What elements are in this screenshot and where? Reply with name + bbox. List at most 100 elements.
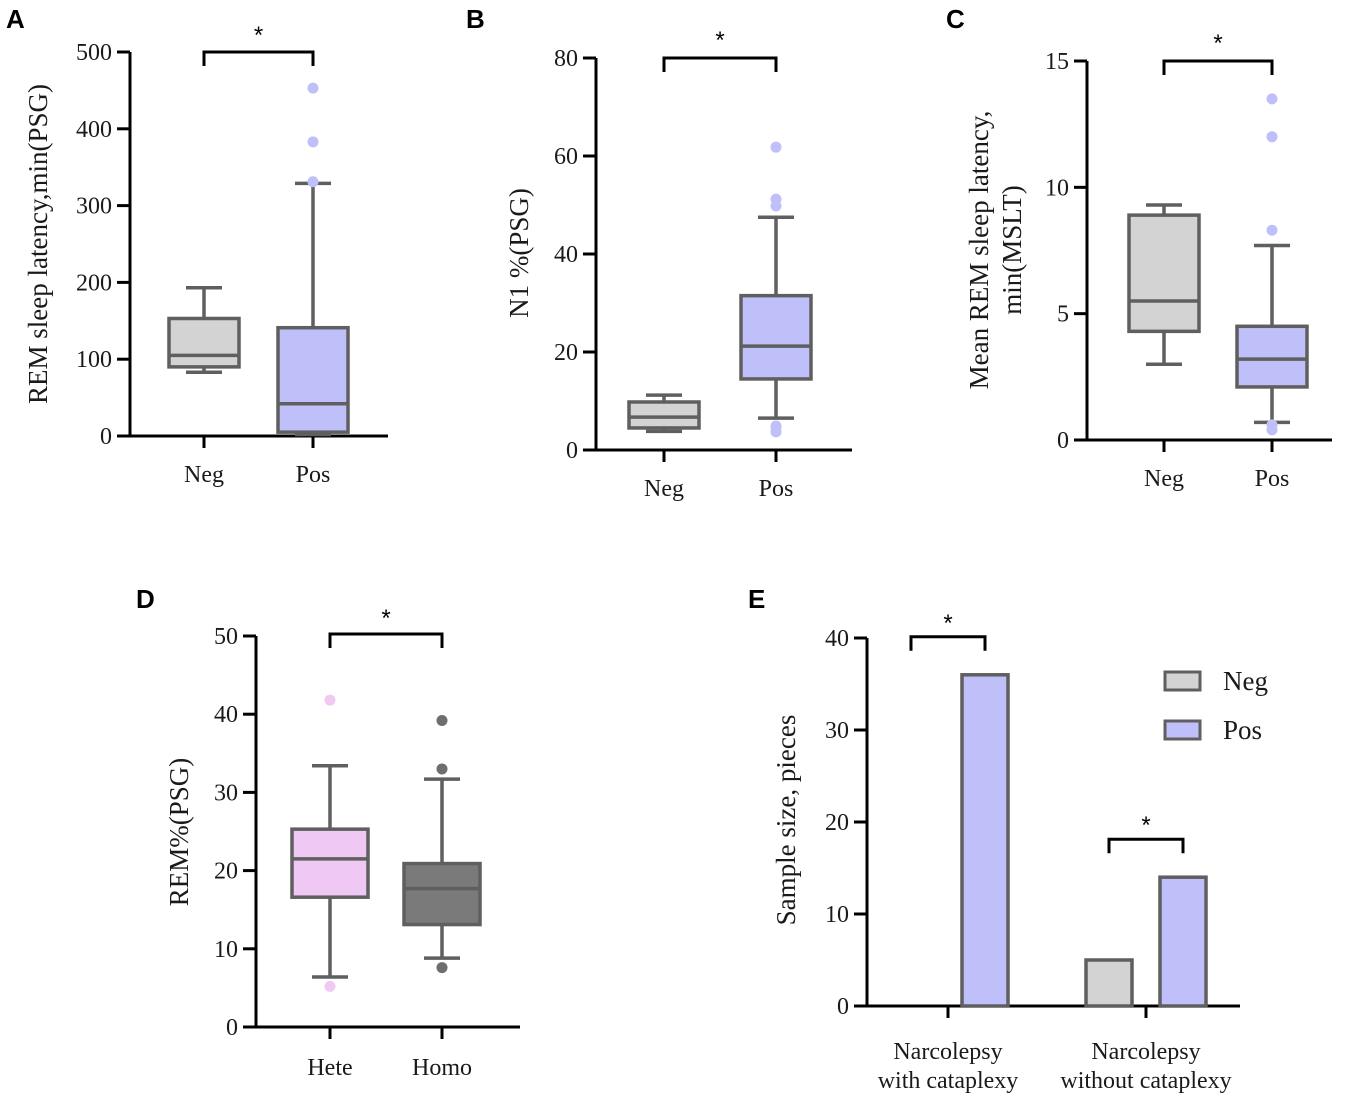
significance-bracket: [1107, 837, 1185, 854]
x-tick-label-line: Narcolepsy: [1091, 1039, 1200, 1065]
outlier-point: [307, 136, 319, 148]
significance-bracket: [328, 632, 444, 648]
panel-c: C 0 5 10 15 Mean REM sleep latency, min(MSLT) N…: [946, 4, 1332, 492]
box-iqr: [402, 861, 482, 927]
box-iqr: [290, 827, 370, 899]
y-axis-label: REM sleep latency,min(PSG): [23, 84, 53, 404]
legend-label: Neg: [1223, 666, 1268, 696]
significance-star: *: [381, 605, 390, 632]
x-tick-label: Narcolepsy without cataplexy: [1060, 1039, 1231, 1094]
box-hete: Hete: [290, 694, 370, 1081]
panel-b: B 0 20 40 60 80 N1 %(PSG) Neg Pos *: [466, 4, 852, 502]
outlier-point: [770, 141, 782, 153]
significance-bracket: [1162, 59, 1274, 75]
y-tick-label: 40: [554, 242, 578, 268]
x-tick-label: Neg: [1144, 466, 1184, 492]
panel-d: D 0 10 20 30 40 50 REM%(PSG) Hete Homo *: [136, 584, 520, 1081]
x-tick-label-line: without cataplexy: [1060, 1068, 1231, 1094]
x-tick-label-line: Narcolepsy: [893, 1039, 1002, 1065]
legend-label: Pos: [1223, 715, 1262, 745]
box-iqr: [1235, 324, 1309, 389]
panel-letter: C: [946, 4, 965, 34]
y-axis-label: Sample size, pieces: [771, 715, 801, 926]
y-tick-label: 15: [1045, 49, 1069, 75]
outlier-point: [324, 694, 336, 706]
x-tick-label: Neg: [184, 462, 224, 488]
panel-a: A 0 100 200 300 400 500 REM sleep latency,min(P…: [6, 4, 388, 488]
panel-letter: E: [748, 584, 765, 614]
y-axis-label: Mean REM sleep latency, min(MSLT): [964, 111, 1027, 390]
y-tick-label: 50: [214, 624, 238, 650]
y-tick-label: 60: [554, 144, 578, 170]
y-tick-label: 0: [1057, 428, 1069, 454]
y-tick-label: 0: [226, 1015, 238, 1041]
box-neg: Neg: [1127, 203, 1201, 492]
outlier-point: [324, 980, 336, 992]
panel-letter: B: [466, 4, 485, 34]
bar-pos: [960, 673, 1010, 1008]
box-neg: Neg: [627, 393, 701, 502]
outlier-point: [1266, 419, 1278, 431]
panel-e: E 0 10 20 30 40 Sample size, pieces Narcolepsy w…: [748, 584, 1268, 1094]
y-tick-label: 80: [554, 46, 578, 72]
box-iqr: [627, 400, 701, 430]
y-tick-label: 0: [837, 994, 849, 1020]
x-tick-label: Narcolepsy with cataplexy: [878, 1039, 1019, 1094]
y-tick-label: 40: [825, 626, 849, 652]
y-tick-label: 20: [554, 340, 578, 366]
y-tick-label: 5: [1057, 302, 1069, 328]
x-tick-label: Homo: [412, 1055, 472, 1081]
panel-letter: D: [136, 584, 155, 614]
box-iqr: [739, 293, 813, 381]
y-tick-label: 30: [214, 780, 238, 806]
box-pos: Pos: [739, 141, 813, 502]
y-axis-label: N1 %(PSG): [504, 188, 534, 318]
x-tick-label-line: with cataplexy: [878, 1068, 1019, 1094]
box-pos: Pos: [276, 82, 350, 488]
y-tick-label: 20: [214, 859, 238, 885]
x-tick-label: Pos: [1255, 466, 1290, 492]
significance-star: *: [715, 27, 724, 54]
box-homo: Homo: [402, 714, 482, 1081]
y-tick-label: 400: [76, 117, 112, 143]
outlier-point: [436, 962, 448, 974]
y-tick-label: 0: [100, 424, 112, 450]
y-tick-label: 0: [566, 438, 578, 464]
outlier-point: [770, 420, 782, 432]
y-axis-label-line: min(MSLT): [997, 185, 1027, 315]
significance-star: *: [254, 22, 263, 49]
y-tick-label: 300: [76, 194, 112, 220]
y-tick-label: 30: [825, 718, 849, 744]
significance-bracket: [202, 50, 315, 66]
outlier-point: [1266, 224, 1278, 236]
y-tick-label: 10: [825, 902, 849, 928]
significance-star: *: [943, 610, 952, 637]
legend: Neg Pos: [1163, 666, 1268, 745]
significance-bracket: [662, 56, 778, 72]
significance-star: *: [1141, 812, 1150, 839]
x-tick-label: Pos: [759, 476, 794, 502]
box-neg: Neg: [167, 286, 241, 488]
bar-pos: [1158, 875, 1208, 1008]
outlier-point: [436, 714, 448, 726]
y-tick-label: 200: [76, 270, 112, 296]
y-tick-label: 100: [76, 347, 112, 373]
x-tick-label: Hete: [307, 1055, 352, 1081]
box-iqr: [276, 325, 350, 434]
box-iqr: [167, 316, 241, 369]
box-iqr: [1127, 213, 1201, 334]
y-tick-label: 40: [214, 702, 238, 728]
outlier-point: [307, 82, 319, 94]
box-pos: Pos: [1235, 93, 1309, 492]
y-axis-label-line: Mean REM sleep latency,: [964, 111, 994, 390]
legend-swatch: [1163, 719, 1202, 741]
y-axis-label: REM%(PSG): [164, 758, 194, 907]
significance-star: *: [1213, 30, 1222, 57]
outlier-point: [770, 193, 782, 205]
panel-letter: A: [6, 4, 25, 34]
x-tick-label: Neg: [644, 476, 684, 502]
outlier-point: [307, 176, 319, 188]
y-tick-label: 10: [214, 937, 238, 963]
x-tick-label: Pos: [296, 462, 331, 488]
